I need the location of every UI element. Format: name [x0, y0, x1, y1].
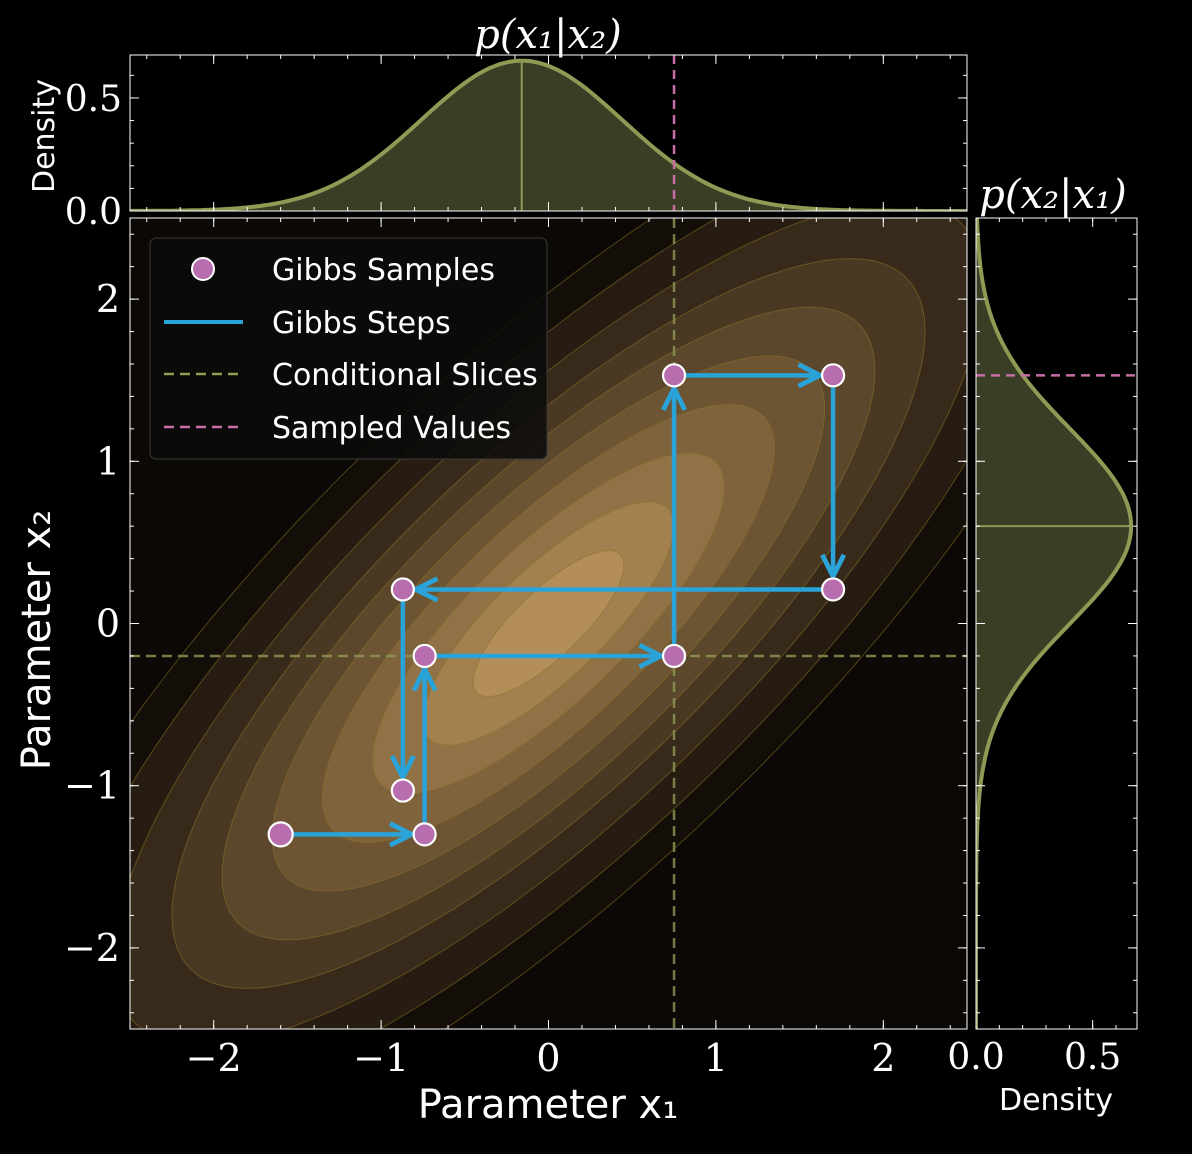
- y-tick-label: 2: [96, 277, 120, 321]
- top-marginal-panel: 0.0 0.5 p(x₁|x₂) Density: [27, 12, 968, 233]
- main-panel: −2 −1 0 1 2 −2 −1 0 1 2: [64, 217, 968, 1080]
- gibbs-sample-point: [820, 577, 846, 602]
- gibbs-sample-point: [661, 643, 687, 669]
- y-tick-label: 0: [96, 602, 120, 646]
- contour-level: [472, 549, 625, 698]
- x-tick-label: 2: [871, 1036, 895, 1080]
- legend-label-samples: Gibbs Samples: [272, 253, 495, 288]
- gibbs-sample-point: [412, 643, 437, 669]
- x-axis-label: Parameter x₁: [418, 1082, 679, 1128]
- legend-entry-steps: Gibbs Steps: [164, 306, 451, 341]
- right-density-fill: [976, 218, 1132, 1029]
- legend-label-conditional: Conditional Slices: [272, 358, 538, 393]
- right-axis-ticks: 0.0 0.5: [947, 218, 1137, 1078]
- right-density-label: Density: [999, 1083, 1113, 1118]
- y-tick-label: 1: [96, 439, 120, 483]
- y-tick-label: −1: [64, 764, 120, 808]
- main-axis-ticks: −2 −1 0 1 2 −2 −1 0 1 2: [64, 218, 967, 1080]
- right-marginal-panel: 0.0 0.5 p(x₂|x₁) Density: [947, 172, 1138, 1118]
- gibbs-sample-point: [661, 363, 687, 388]
- legend-entry-samples: Gibbs Samples: [191, 253, 495, 288]
- gibbs-steps: [292, 375, 833, 834]
- legend-sample-marker: [191, 257, 215, 281]
- top-panel-title: p(x₁|x₂): [474, 12, 621, 58]
- gibbs-sample-point: [267, 821, 294, 848]
- legend-box: [149, 237, 548, 460]
- gibbs-sample-point: [390, 577, 415, 602]
- y-axis-label: Parameter x₂: [14, 510, 60, 771]
- right-density-tick-label: 0.0: [947, 1037, 1004, 1078]
- legend-entry-sampled: Sampled Values: [164, 411, 511, 446]
- gibbs-sample-point: [390, 778, 415, 803]
- x-tick-label: 1: [704, 1036, 728, 1080]
- x-tick-label: 0: [536, 1036, 560, 1080]
- y-tick-label: −2: [64, 926, 120, 970]
- right-density-tick-label: 0.5: [1064, 1037, 1121, 1078]
- top-density-curve: [130, 58, 967, 211]
- top-density-fill: [130, 60, 967, 211]
- top-density-tick-label: 0.5: [65, 79, 122, 120]
- gibbs-sample-point: [820, 363, 846, 388]
- legend-label-steps: Gibbs Steps: [272, 306, 451, 341]
- right-panel-title: p(x₂|x₁): [979, 172, 1126, 218]
- gibbs-sample-point: [412, 822, 437, 847]
- top-axis-ticks: 0.0 0.5: [65, 55, 967, 233]
- legend: Gibbs Samples Gibbs Steps Conditional Sl…: [149, 237, 548, 460]
- gibbs-samples: [267, 363, 846, 848]
- legend-label-sampled: Sampled Values: [272, 411, 511, 446]
- x-tick-label: −1: [353, 1036, 409, 1080]
- top-density-tick-label: 0.0: [65, 192, 122, 233]
- top-density-label: Density: [27, 79, 62, 193]
- x-tick-label: −2: [186, 1036, 242, 1080]
- top-conditional-density: [130, 55, 967, 211]
- legend-entry-conditional: Conditional Slices: [164, 358, 538, 393]
